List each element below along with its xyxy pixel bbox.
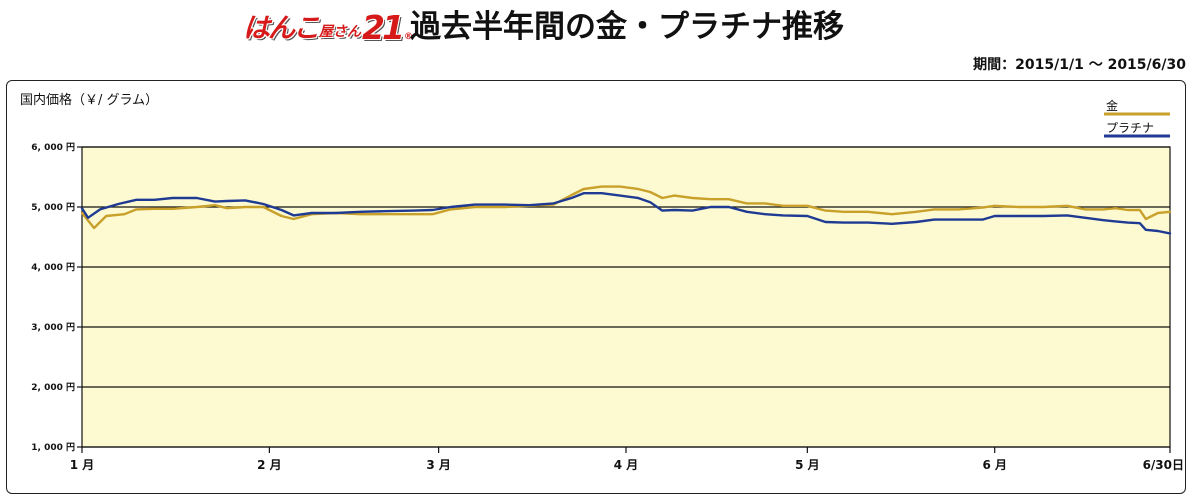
series-line-1 (80, 191, 1172, 235)
x-tick-label: 6 月 (982, 458, 1007, 472)
registered-mark: ® (403, 32, 413, 42)
x-tick-label: 5 月 (795, 458, 820, 472)
y-tick-label: 3, 000 円 (31, 322, 75, 333)
x-tick-label: 3 月 (426, 458, 451, 472)
y-tick-label: 1, 000 円 (31, 442, 75, 453)
logo-number: 21 (362, 8, 405, 47)
x-tick-label: 6/30日 (1143, 458, 1184, 472)
x-axis-ticks: 1 月 2 月 3 月 4 月 5 月 6 月 6/30日 (70, 447, 1184, 472)
plot-area (81, 146, 1171, 448)
x-tick-label: 4 月 (614, 458, 639, 472)
y-axis-ticks: 6, 000 円 5, 000 円 4, 000 円 3, 000 円 2, 000 円… (31, 142, 82, 453)
x-tick-label: 1 月 (70, 458, 95, 472)
series-lines (80, 185, 1172, 235)
page-title: 過去半年間の金・プラチナ推移 (410, 9, 844, 45)
y-tick-label: 6, 000 円 (31, 142, 75, 153)
logo-text-sub: 屋さん (319, 24, 361, 40)
x-tick-label: 2 月 (257, 458, 282, 472)
legend-label: 金 (1106, 98, 1118, 113)
y-tick-label: 2, 000 円 (31, 382, 75, 393)
logo-text-main: はんこ (243, 13, 320, 44)
series-line-0 (80, 185, 1172, 230)
y-axis-label: 国内価格（￥/ グラム） (20, 92, 158, 108)
legend-label: プラチナ (1106, 121, 1154, 135)
y-tick-label: 5, 000 円 (31, 202, 75, 213)
chart-frame (6, 80, 1186, 494)
hankoya-logo: はんこ 屋さん 21 ® (243, 8, 413, 46)
y-tick-label: 4, 000 円 (31, 262, 75, 273)
period-label: 期間：2015/1/1 〜 2015/6/30 (973, 57, 1186, 73)
header: はんこ 屋さん 21 ® 過去半年間の金・プラチナ推移 期間：2015/1/1 … (0, 0, 1200, 80)
